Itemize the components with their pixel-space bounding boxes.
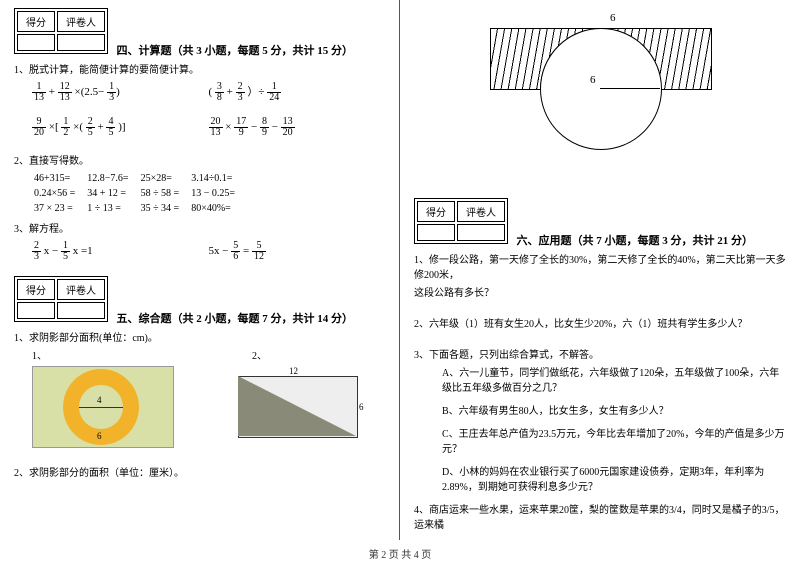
score-box-6: 得分评卷人 [414,198,508,244]
q4-2-label: 2、直接写得数。 [14,152,385,167]
figure-triangle: 12 6 [234,366,364,446]
q6-2: 2、六年级（1）班有女生20人，比女生少20%，六（1）班共有学生多少人？ [414,315,786,330]
section-6-title: 六、应用题（共 7 小题，每题 3 分，共计 21 分） [517,235,754,247]
expr-row-2: 920 ×[ 12 ×( 25 + 45 )] 2013 × 179 − 89 … [32,117,385,138]
arith-grid: 46+315=12.8−7.6=25×28=3.14÷0.1= 0.24×56 … [32,170,247,217]
fig-2-label: 2、 [252,351,267,362]
q6-3b: B、六年级有男生80人，比女生多，女生有多少人？ [442,402,786,417]
expr-2a: 920 ×[ 12 ×( 25 + 45 )] [32,117,209,138]
expr-1b: ( 38 + 23 ）÷ 124 [209,82,386,103]
right-column: 6 6 得分评卷人 六、应用题（共 7 小题，每题 3 分，共计 21 分） 1… [400,0,800,540]
figure-ring: 4 6 [32,366,174,448]
score-box-4: 得分 评卷人 [14,8,108,54]
expr-1a: 113 + 1213 ×(2.5− 13) [32,82,209,103]
figures-row: 4 6 12 6 [32,366,385,448]
fig-1-label: 1、 [32,351,47,362]
expr-2b: 2013 × 179 − 89 − 1320 [209,117,386,138]
eq-row: 23 x − 15 x =1 5x − 56 = 512 [32,241,385,262]
section-5-title: 五、综合题（共 2 小题，每题 7 分，共计 14 分） [117,313,354,325]
page-footer: 第 2 页 共 4 页 [0,546,800,561]
q6-3c: C、王庄去年总产值为23.5万元，今年比去年增加了20%，今年的产值是多少万元？ [442,425,786,455]
q6-1b: 这段公路有多长？ [414,284,786,299]
q4-1-label: 1、脱式计算，能简便计算的要简便计算。 [14,61,385,76]
score-label: 得分 [17,11,55,32]
score-box-5: 得分评卷人 [14,276,108,322]
q6-4: 4、商店运来一些水果，运来苹果20筐，梨的筐数是苹果的3/4，同时又是橘子的3/… [414,501,786,531]
q6-3: 3、下面各题，只列出综合算式，不解答。 [414,346,786,361]
grader-label: 评卷人 [57,11,105,32]
section-4-title: 四、计算题（共 3 小题，每题 5 分，共计 15 分） [117,45,354,57]
q5-2-label: 2、求阴影部分的面积（单位：厘米）。 [14,464,385,479]
figure-circle-rect: 6 6 [470,8,730,178]
q6-1a: 1、修一段公路，第一天修了全长的30%，第二天修了全长的40%，第二天比第一天多… [414,251,786,281]
expr-row-1: 113 + 1213 ×(2.5− 13) ( 38 + 23 ）÷ 124 [32,82,385,103]
eq-3b: 5x − 56 = 512 [209,241,386,262]
left-column: 得分 评卷人 四、计算题（共 3 小题，每题 5 分，共计 15 分） 1、脱式… [0,0,400,540]
q6-3d: D、小林的妈妈在农业银行买了6000元国家建设债券，定期3年，年利率为2.89%… [442,463,786,493]
q5-1-label: 1、求阴影部分面积(单位：cm)。 [14,329,385,344]
eq-3a: 23 x − 15 x =1 [32,241,209,262]
q4-3-label: 3、解方程。 [14,220,385,235]
q6-3a: A、六一儿童节，同学们做纸花，六年级做了120朵，五年级做了100朵，六年级比五… [442,364,786,394]
